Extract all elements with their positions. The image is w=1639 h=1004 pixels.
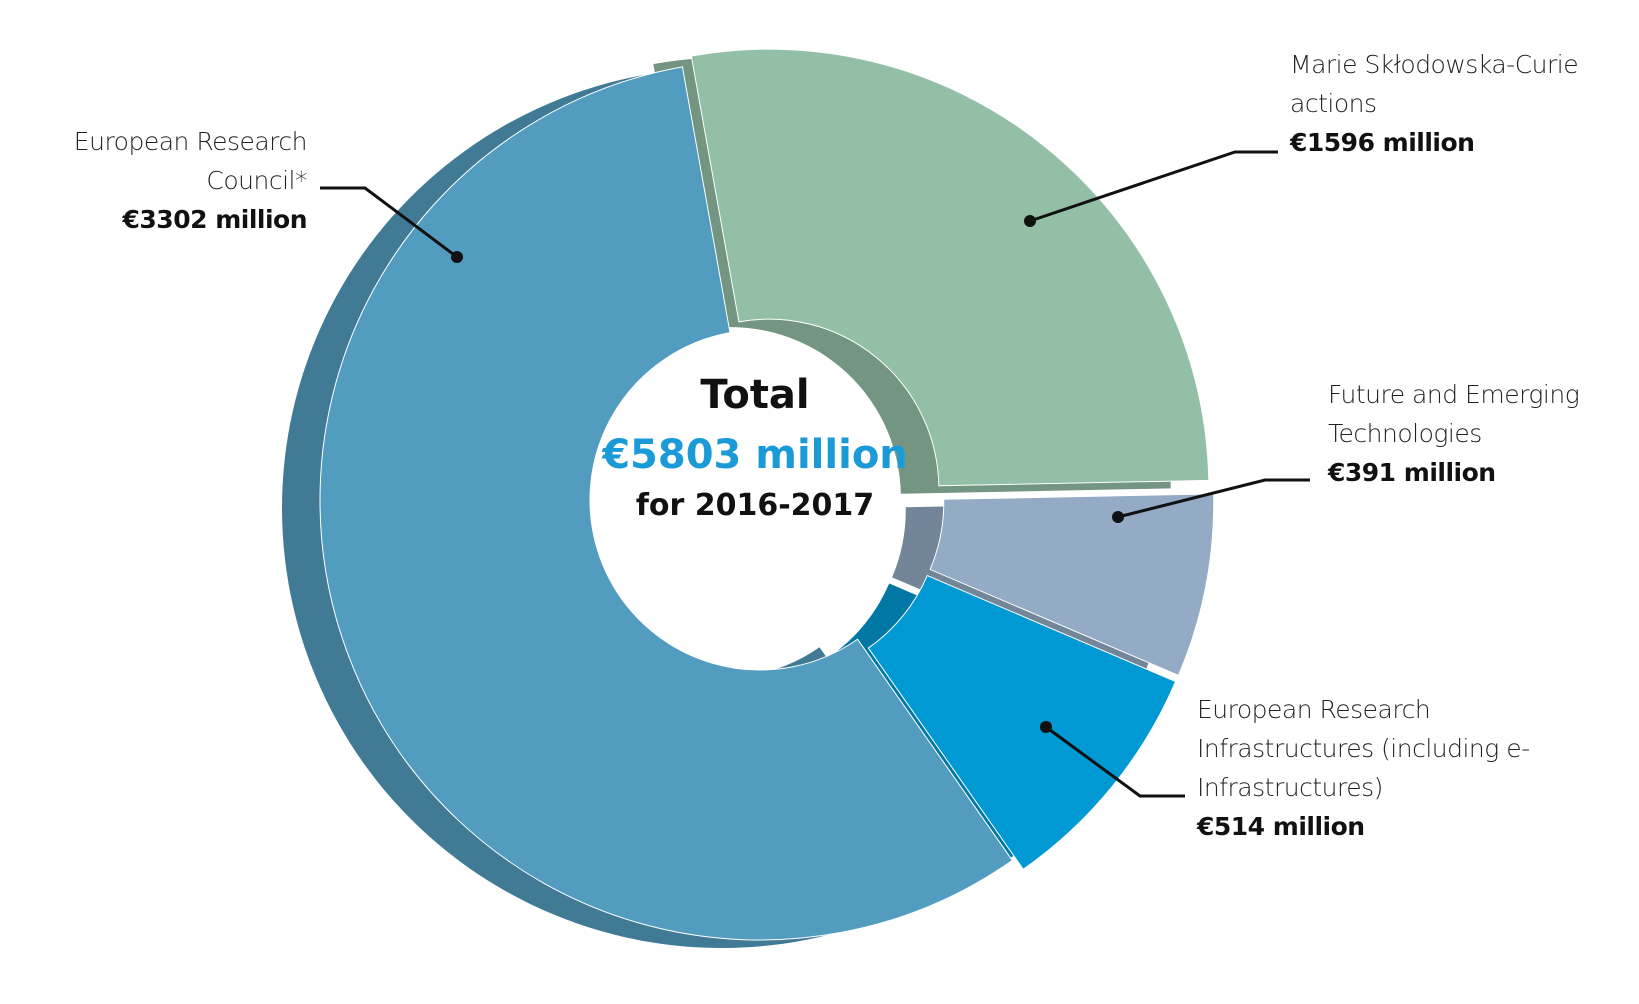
category-name: Future and Emerging Technologies [1328,380,1580,448]
slice [319,66,1014,941]
value-label: €514 million [1197,812,1365,841]
center-subtitle: for 2016-2017 [635,488,875,523]
leader-line [1117,478,1310,519]
slice [690,48,1210,487]
category-name: Marie Skłodowska-Curie actions [1290,50,1579,118]
category-name: European Research Council* [73,127,308,195]
category-name: European Research Infrastructures (inclu… [1197,695,1530,802]
leader-dot [1024,215,1036,227]
leader-line [1045,725,1185,798]
center-value: €5803 million [602,432,908,478]
leader-line [1029,150,1278,223]
leader-dot [451,251,463,263]
value-label: €391 million [1328,458,1496,487]
leader-line [320,186,458,259]
label: Marie Skłodowska-Curie actions €1596 mil… [1290,45,1580,162]
slice [929,493,1215,677]
center-title: Total [700,372,810,418]
leader-dot [1040,721,1052,733]
leader-dot [1112,511,1124,523]
slice [867,574,1177,870]
value-label: €1596 million [1290,128,1475,157]
label: Future and Emerging Technologies €391 mi… [1328,375,1598,492]
label: European Research Infrastructures (inclu… [1197,690,1577,846]
label: European Research Council* €3302 million [0,122,308,239]
value-label: €3302 million [122,205,308,234]
